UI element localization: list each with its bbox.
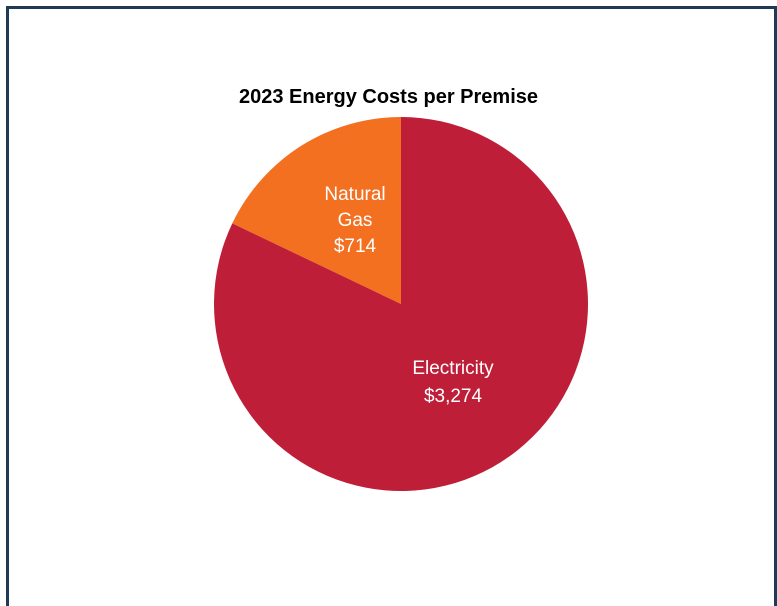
- data-label-natural-gas: Natural Gas $714: [324, 184, 385, 257]
- chart-title: 2023 Energy Costs per Premise: [238, 86, 539, 108]
- data-label-electricity: Electricity $3,274: [412, 358, 494, 407]
- pie-slice-natural-gas: [232, 117, 401, 304]
- pie-slice-electricity: [213, 117, 588, 491]
